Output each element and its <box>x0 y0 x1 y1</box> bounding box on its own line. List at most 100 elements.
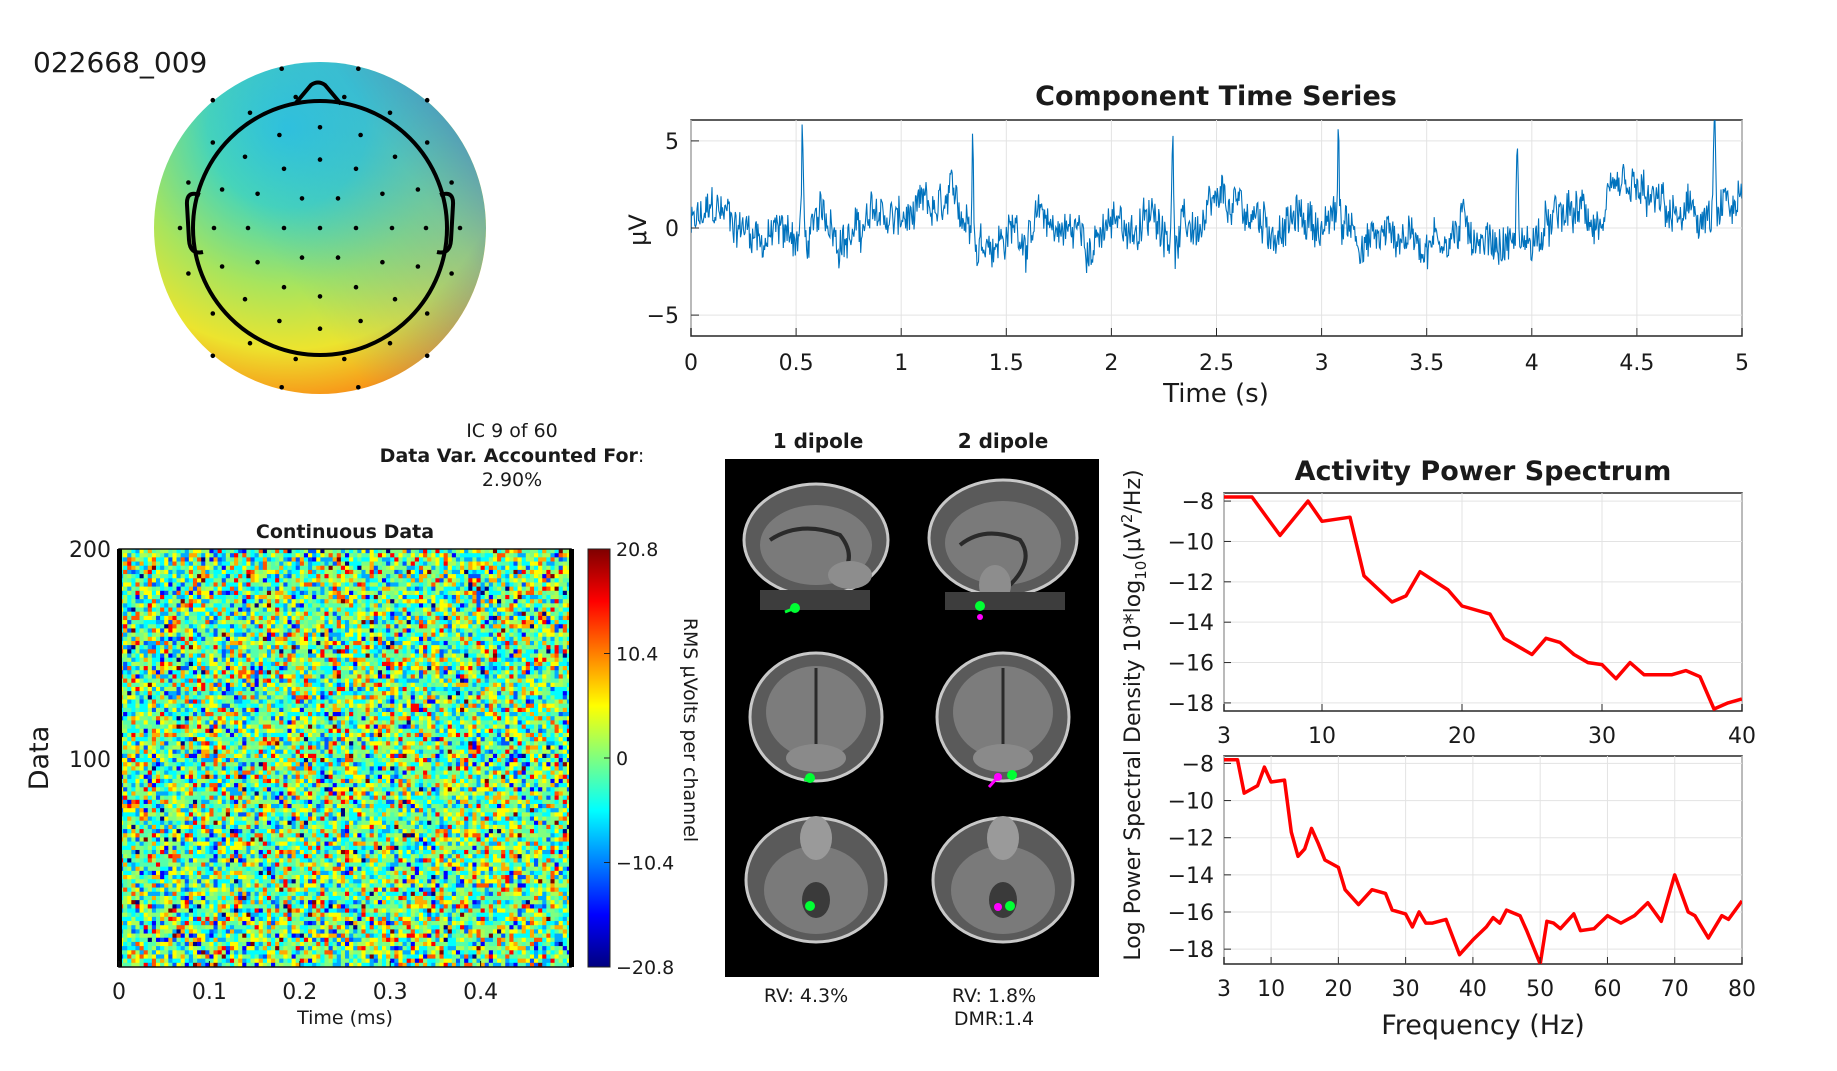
continuous-data-title: Continuous Data <box>256 521 434 543</box>
psd2-xtick-7: 70 <box>1661 977 1689 1002</box>
electrode-dot-34 <box>415 187 421 192</box>
electrode-dot-12 <box>255 259 260 265</box>
ts-xtick-5: 2.5 <box>1199 351 1234 376</box>
electrode-dot-1 <box>353 225 359 231</box>
electrode-dot-16 <box>317 157 323 162</box>
cb-tick-2: 0 <box>616 748 628 770</box>
electrode-dot-42 <box>210 311 216 316</box>
electrode-dot-46 <box>210 140 216 145</box>
electrode-dot-11 <box>281 284 287 290</box>
ts-xtick-0: 0 <box>684 351 698 376</box>
electrode-dot-15 <box>281 166 287 172</box>
dipole2b-axial <box>994 903 1002 911</box>
time-series-xlabel: Time (s) <box>1162 379 1269 409</box>
power-spectrum-full-chart: 3 10 20 30 40 50 60 70 80 −8 −10 −12 −14 −16 −18 Frequ… <box>1168 752 1756 1041</box>
ts-xtick-2: 1 <box>894 351 908 376</box>
dipole2-dmr: DMR:1.4 <box>954 1008 1034 1030</box>
electrode-dot-31 <box>317 125 323 130</box>
dipole2a-coronal <box>1007 770 1017 780</box>
psd2-xtick-1: 10 <box>1257 977 1285 1002</box>
electrode-dot-6 <box>335 196 341 201</box>
continuous-data-chart: Continuous Data 0 0.1 0.2 0.3 0.4 200 100 Time… <box>24 521 701 1029</box>
psd1-ytick-3: −14 <box>1168 611 1214 636</box>
electrode-dot-45 <box>186 180 191 185</box>
electrode-dot-49 <box>342 94 347 100</box>
electrode-dot-40 <box>293 356 299 362</box>
ts-ytick-2: −5 <box>647 304 679 329</box>
dipole1-axial <box>805 901 815 911</box>
ts-xtick-3: 1.5 <box>989 351 1024 376</box>
electrode-dot-44 <box>177 225 183 231</box>
mri-axial-1 <box>744 816 888 944</box>
power-spectrum-xlabel: Frequency (Hz) <box>1381 1010 1585 1041</box>
mri-sagittal-2 <box>927 478 1079 610</box>
psd1-xtick-0: 3 <box>1217 724 1231 749</box>
electrode-dot-26 <box>219 264 225 269</box>
power-spectrum-full-line <box>1224 757 1742 964</box>
dipole2-rv: RV: 1.8% <box>952 985 1036 1007</box>
electrode-dot-27 <box>211 225 217 231</box>
electrode-dot-4 <box>281 225 287 231</box>
psd1-ytick-5: −18 <box>1168 692 1214 717</box>
psd1-xtick-3: 30 <box>1588 724 1616 749</box>
electrode-dot-38 <box>387 340 393 346</box>
psd2-xtick-3: 30 <box>1392 977 1420 1002</box>
figure-id-label: 022668_009 <box>33 46 207 79</box>
dipole-panel: 1 dipole 2 dipole <box>725 429 1099 1030</box>
ts-xtick-1: 0.5 <box>779 351 814 376</box>
ts-ytick-0: 5 <box>665 130 679 155</box>
psd1-xtick-4: 40 <box>1728 724 1756 749</box>
electrode-dot-0 <box>317 225 323 231</box>
electrode-dot-58 <box>279 66 285 71</box>
cb-tick-3: −10.4 <box>616 853 674 875</box>
dipole1-rv: RV: 4.3% <box>764 985 848 1007</box>
psd2-ytick-2: −12 <box>1168 827 1214 852</box>
electrode-dot-23 <box>317 326 323 332</box>
colorbar-label: RMS μVolts per channel <box>679 618 701 842</box>
mri-coronal-2 <box>935 651 1071 783</box>
electrode-dot-9 <box>353 284 359 290</box>
hm-xtick-1: 0.1 <box>192 980 227 1005</box>
electrode-dot-55 <box>279 385 285 390</box>
electrode-dot-37 <box>424 311 430 316</box>
ic-info: IC 9 of 60 Data Var. Accounted For: 2.90… <box>380 420 645 491</box>
electrode-dot-18 <box>380 191 385 197</box>
psd2-xtick-0: 3 <box>1217 977 1231 1002</box>
electrode-dot-25 <box>242 296 248 302</box>
electrode-dot-17 <box>353 166 359 172</box>
electrode-dot-2 <box>335 255 341 260</box>
ts-xtick-4: 2 <box>1104 351 1118 376</box>
power-spectrum-title: Activity Power Spectrum <box>1295 456 1672 487</box>
psd1-xtick-1: 10 <box>1308 724 1336 749</box>
electrode-dot-20 <box>415 264 421 269</box>
electrode-dot-24 <box>277 318 282 324</box>
electrode-dot-54 <box>356 385 361 390</box>
ts-xtick-8: 4 <box>1525 351 1539 376</box>
psd2-ytick-0: −8 <box>1182 752 1214 777</box>
dipole2b-sagittal <box>977 614 983 620</box>
dipole-markers <box>784 601 1017 911</box>
electrode-dot-57 <box>210 97 216 103</box>
electrode-dot-14 <box>255 191 260 197</box>
electrode-dot-33 <box>392 154 398 160</box>
psd1-ytick-4: −16 <box>1168 652 1214 677</box>
psd2-ytick-4: −16 <box>1168 901 1214 926</box>
ts-ytick-1: 0 <box>665 217 679 242</box>
mri-coronal-1 <box>748 651 884 783</box>
continuous-data-heatmap <box>119 549 572 968</box>
svg-text:Data Var. Accounted For:: Data Var. Accounted For: <box>380 445 645 467</box>
ts-xtick-10: 5 <box>1735 351 1749 376</box>
electrode-dot-50 <box>387 110 393 116</box>
electrode-dot-36 <box>449 271 454 276</box>
psd2-ytick-3: −14 <box>1168 864 1214 889</box>
continuous-data-xlabel: Time (ms) <box>296 1007 393 1029</box>
electrode-dot-8 <box>380 259 385 265</box>
variance-label: Data Var. Accounted For <box>380 445 639 467</box>
dipole-col2-title: 2 dipole <box>958 429 1049 453</box>
time-series-title: Component Time Series <box>1035 81 1397 112</box>
electrode-dot-47 <box>247 110 253 116</box>
time-series-ylabel: μV <box>624 214 652 246</box>
hm-xtick-3: 0.3 <box>373 980 408 1005</box>
electrode-dot-43 <box>186 271 191 276</box>
